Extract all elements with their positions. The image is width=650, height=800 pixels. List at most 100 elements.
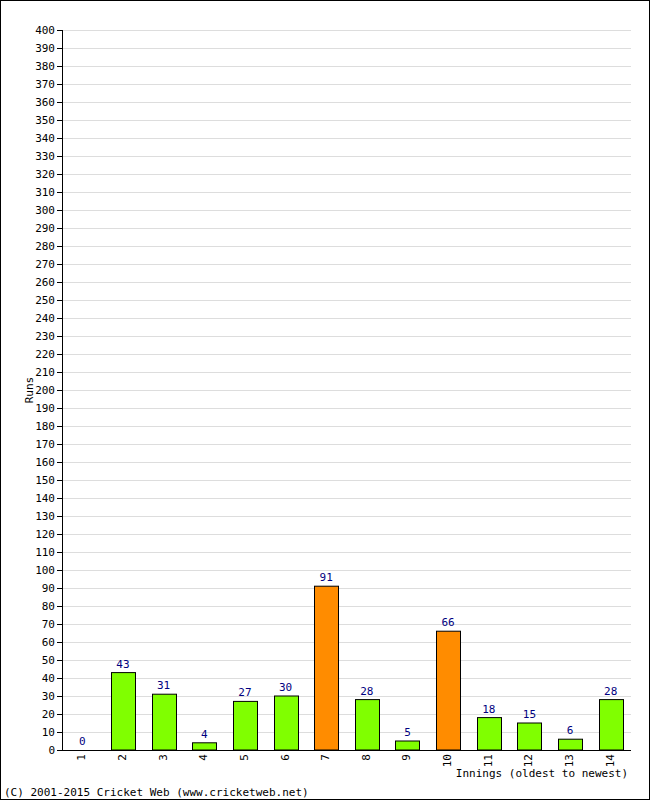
y-tick-label: 350 — [35, 114, 55, 127]
y-tick — [57, 372, 62, 373]
y-tick-label: 210 — [35, 366, 55, 379]
y-tick-label: 310 — [35, 186, 55, 199]
bar — [437, 631, 461, 750]
y-tick-label: 240 — [35, 312, 55, 325]
y-tick-label: 190 — [35, 402, 55, 415]
grid-line — [62, 390, 631, 391]
y-tick — [57, 732, 62, 733]
y-tick-label: 180 — [35, 420, 55, 433]
y-tick — [57, 264, 62, 265]
x-tick-label: 3 — [157, 754, 170, 761]
x-tick-label: 4 — [197, 754, 210, 761]
grid-line — [62, 102, 631, 103]
grid-line — [62, 48, 631, 49]
y-tick-label: 90 — [42, 582, 55, 595]
y-tick — [57, 336, 62, 337]
y-tick-label: 160 — [35, 456, 55, 469]
grid-line — [62, 570, 631, 571]
grid-line — [62, 534, 631, 535]
grid-line — [62, 192, 631, 193]
y-tick-label: 200 — [35, 384, 55, 397]
x-tick-label: 12 — [522, 754, 535, 767]
y-axis — [62, 30, 63, 750]
y-tick — [57, 480, 62, 481]
bar — [478, 718, 502, 750]
y-tick-label: 270 — [35, 258, 55, 271]
data-label: 0 — [79, 735, 86, 748]
y-tick — [57, 696, 62, 697]
y-tick — [57, 678, 62, 679]
y-tick — [57, 246, 62, 247]
y-tick-label: 170 — [35, 438, 55, 451]
x-tick-label: 10 — [441, 754, 454, 767]
y-tick-label: 340 — [35, 132, 55, 145]
y-tick-label: 220 — [35, 348, 55, 361]
y-tick-label: 230 — [35, 330, 55, 343]
data-label: 43 — [116, 658, 129, 671]
bar — [356, 700, 380, 750]
data-label: 5 — [404, 726, 411, 739]
x-axis-label: Innings (oldest to newest) — [456, 767, 628, 780]
data-label: 31 — [157, 679, 170, 692]
x-axis — [62, 750, 631, 751]
y-tick-label: 10 — [42, 726, 55, 739]
bars — [112, 586, 624, 750]
y-tick — [57, 84, 62, 85]
y-tick-label: 130 — [35, 510, 55, 523]
grid-line — [62, 678, 631, 679]
y-tick — [57, 624, 62, 625]
y-tick — [57, 66, 62, 67]
y-tick — [57, 552, 62, 553]
y-tick — [57, 192, 62, 193]
y-tick — [57, 714, 62, 715]
grid-line — [62, 408, 631, 409]
y-tick — [57, 516, 62, 517]
y-tick — [57, 498, 62, 499]
y-tick-label: 380 — [35, 60, 55, 73]
y-tick — [57, 354, 62, 355]
grid-line — [62, 156, 631, 157]
frame — [1, 1, 650, 800]
grid-line — [62, 282, 631, 283]
y-tick-label: 60 — [42, 636, 55, 649]
x-tick-label: 8 — [360, 754, 373, 761]
data-label: 18 — [482, 703, 495, 716]
grid-line — [62, 624, 631, 625]
data-label: 28 — [360, 685, 373, 698]
grid-line — [62, 174, 631, 175]
y-tick — [57, 660, 62, 661]
grid-line — [62, 660, 631, 661]
grid-line — [62, 696, 631, 697]
y-tick-label: 50 — [42, 654, 55, 667]
data-label: 27 — [238, 686, 251, 699]
grid-line — [62, 552, 631, 553]
grid-line — [62, 66, 631, 67]
grid-line — [62, 354, 631, 355]
bar — [193, 743, 217, 750]
data-label: 91 — [320, 571, 333, 584]
grid-line — [62, 84, 631, 85]
grid-line — [62, 750, 631, 751]
x-tick-label: 6 — [279, 754, 292, 761]
y-tick-label: 330 — [35, 150, 55, 163]
y-tick — [57, 606, 62, 607]
data-label: 66 — [441, 616, 454, 629]
y-tick — [57, 174, 62, 175]
grid-line — [62, 462, 631, 463]
y-tick-label: 40 — [42, 672, 55, 685]
grid-line — [62, 336, 631, 337]
y-tick — [57, 534, 62, 535]
y-tick-label: 140 — [35, 492, 55, 505]
y-tick — [57, 210, 62, 211]
y-tick-label: 260 — [35, 276, 55, 289]
y-tick — [57, 570, 62, 571]
y-tick — [57, 156, 62, 157]
y-tick — [57, 102, 62, 103]
x-tick-label: 5 — [238, 754, 251, 761]
y-tick — [57, 318, 62, 319]
y-tick — [57, 228, 62, 229]
grid-line — [62, 120, 631, 121]
grid-line — [62, 714, 631, 715]
y-tick-label: 150 — [35, 474, 55, 487]
grid-line — [62, 318, 631, 319]
